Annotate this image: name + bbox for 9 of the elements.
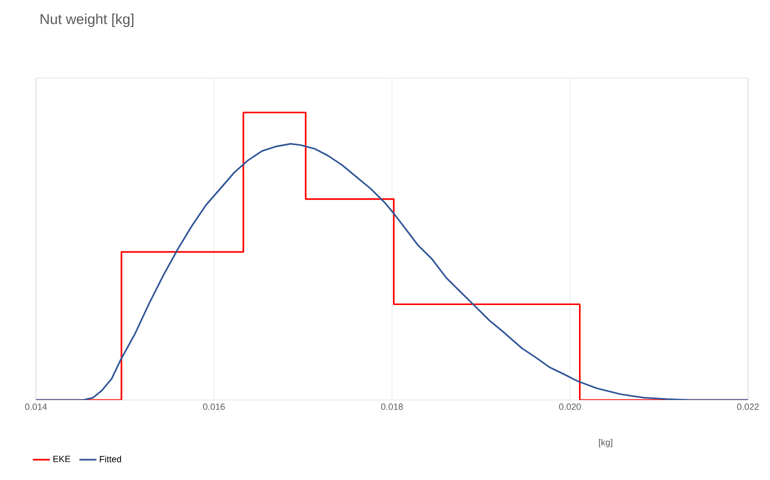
x-tick-label: 0.020 <box>559 404 581 410</box>
chart-title: Nut weight [kg] <box>40 14 134 27</box>
x-tick-label: 0.016 <box>203 404 225 410</box>
x-tick-label: 0.022 <box>737 404 759 410</box>
legend-label: Fitted <box>100 456 122 462</box>
x-tick-label: 0.014 <box>25 404 47 410</box>
legend-label: EKE <box>53 456 70 462</box>
x-axis-title: [kg] <box>599 438 612 448</box>
x-tick-label: 0.018 <box>381 404 403 410</box>
